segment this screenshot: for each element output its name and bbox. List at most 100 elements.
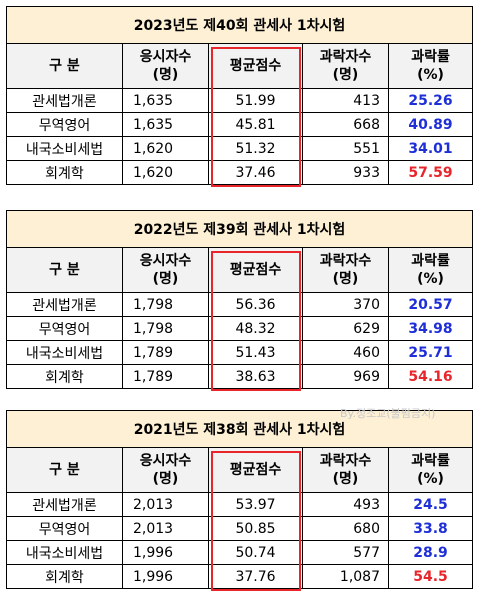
fail-rate-cell: 34.01 bbox=[387, 136, 474, 161]
header-applicants: 응시자수 (명) bbox=[122, 447, 209, 493]
table-row: 무역영어 2,013 50.85 680 33.8 bbox=[6, 516, 474, 541]
table-row: 관세법개론 1,798 56.36 370 20.57 bbox=[6, 292, 474, 317]
table-row: 내국소비세법 1,620 51.32 551 34.01 bbox=[6, 136, 474, 161]
table-title: 2023년도 제40회 관세사 1차시험 bbox=[5, 6, 474, 44]
applicants-cell: 1,996 bbox=[122, 564, 209, 589]
header-failed-text: 과락자수 bbox=[319, 453, 372, 469]
subject-cell: 내국소비세법 bbox=[6, 540, 123, 565]
failed-count-cell: 668 bbox=[302, 112, 389, 137]
failed-count-cell: 1,087 bbox=[302, 564, 389, 589]
header-average: 평균점수 bbox=[208, 43, 303, 89]
header-fail-rate-text: 과락률 bbox=[411, 49, 450, 65]
subject-cell: 회계학 bbox=[6, 160, 123, 185]
header-failed-text: (명) bbox=[332, 67, 359, 83]
header-fail-rate: 과락률 (%) bbox=[387, 447, 474, 493]
failed-count-cell: 969 bbox=[302, 364, 389, 389]
fail-rate-cell: 34.98 bbox=[387, 316, 474, 341]
average-score-cell: 50.85 bbox=[208, 516, 303, 541]
header-average: 평균점수 bbox=[208, 447, 303, 493]
subject-cell: 무역영어 bbox=[6, 516, 123, 541]
header-average-text: 평균점수 bbox=[229, 462, 282, 478]
header-fail-rate-text: 과락률 bbox=[411, 453, 450, 469]
table-row: 관세법개론 2,013 53.97 493 24.5 bbox=[6, 492, 474, 517]
table-row: 무역영어 1,798 48.32 629 34.98 bbox=[6, 316, 474, 341]
header-average: 평균점수 bbox=[208, 247, 303, 293]
average-score-cell: 51.99 bbox=[208, 88, 303, 113]
header-applicants-text: 응시자수 bbox=[139, 49, 192, 65]
applicants-cell: 1,789 bbox=[122, 340, 209, 365]
header-category: 구 분 bbox=[6, 43, 123, 89]
watermark: By.정조교(불펌금지) bbox=[340, 407, 436, 420]
failed-count-cell: 370 bbox=[302, 292, 389, 317]
header-failed-text: (명) bbox=[332, 271, 359, 287]
table-row: 회계학 1,789 38.63 969 54.16 bbox=[6, 364, 474, 389]
average-score-cell: 56.36 bbox=[208, 292, 303, 317]
applicants-cell: 2,013 bbox=[122, 492, 209, 517]
header-applicants: 응시자수 (명) bbox=[122, 43, 209, 89]
fail-rate-cell: 54.5 bbox=[387, 564, 474, 589]
table-title: 2022년도 제39회 관세사 1차시험 bbox=[5, 210, 474, 248]
header-failed: 과락자수 (명) bbox=[302, 447, 389, 493]
average-score-cell: 51.43 bbox=[208, 340, 303, 365]
table-title: 2021년도 제38회 관세사 1차시험 bbox=[5, 410, 474, 448]
subject-cell: 관세법개론 bbox=[6, 292, 123, 317]
header-applicants-text: (명) bbox=[152, 471, 179, 487]
applicants-cell: 1,620 bbox=[122, 160, 209, 185]
header-failed-text: (명) bbox=[332, 471, 359, 487]
failed-count-cell: 933 bbox=[302, 160, 389, 185]
header-category-text: 구 분 bbox=[49, 462, 80, 478]
header-fail-rate-text: (%) bbox=[417, 67, 444, 83]
fail-rate-cell: 28.9 bbox=[387, 540, 474, 565]
subject-cell: 무역영어 bbox=[6, 316, 123, 341]
table-row: 무역영어 1,635 45.81 668 40.89 bbox=[6, 112, 474, 137]
subject-cell: 내국소비세법 bbox=[6, 136, 123, 161]
applicants-cell: 1,996 bbox=[122, 540, 209, 565]
header-category-text: 구 분 bbox=[49, 262, 80, 278]
failed-count-cell: 493 bbox=[302, 492, 389, 517]
failed-count-cell: 629 bbox=[302, 316, 389, 341]
header-average-text: 평균점수 bbox=[229, 262, 282, 278]
average-score-cell: 48.32 bbox=[208, 316, 303, 341]
subject-cell: 관세법개론 bbox=[6, 492, 123, 517]
fail-rate-cell: 25.71 bbox=[387, 340, 474, 365]
table-row: 관세법개론 1,635 51.99 413 25.26 bbox=[6, 88, 474, 113]
average-score-cell: 45.81 bbox=[208, 112, 303, 137]
subject-cell: 관세법개론 bbox=[6, 88, 123, 113]
fail-rate-cell: 40.89 bbox=[387, 112, 474, 137]
fail-rate-cell: 33.8 bbox=[387, 516, 474, 541]
applicants-cell: 1,635 bbox=[122, 112, 209, 137]
header-applicants-text: (명) bbox=[152, 67, 179, 83]
header-failed-text: 과락자수 bbox=[319, 49, 372, 65]
header-average-text: 평균점수 bbox=[229, 58, 282, 74]
failed-count-cell: 551 bbox=[302, 136, 389, 161]
table-row: 회계학 1,620 37.46 933 57.59 bbox=[6, 160, 474, 185]
average-score-cell: 50.74 bbox=[208, 540, 303, 565]
fail-rate-cell: 24.5 bbox=[387, 492, 474, 517]
fail-rate-cell: 25.26 bbox=[387, 88, 474, 113]
header-applicants-text: (명) bbox=[152, 271, 179, 287]
header-category-text: 구 분 bbox=[49, 58, 80, 74]
header-fail-rate-text: 과락률 bbox=[411, 253, 450, 269]
failed-count-cell: 577 bbox=[302, 540, 389, 565]
applicants-cell: 1,798 bbox=[122, 316, 209, 341]
header-applicants-text: 응시자수 bbox=[139, 253, 192, 269]
fail-rate-cell: 54.16 bbox=[387, 364, 474, 389]
average-score-cell: 51.32 bbox=[208, 136, 303, 161]
applicants-cell: 1,620 bbox=[122, 136, 209, 161]
average-score-cell: 38.63 bbox=[208, 364, 303, 389]
header-category: 구 분 bbox=[6, 447, 123, 493]
average-score-cell: 37.76 bbox=[208, 564, 303, 589]
average-score-cell: 53.97 bbox=[208, 492, 303, 517]
table-row: 내국소비세법 1,789 51.43 460 25.71 bbox=[6, 340, 474, 365]
table-row: 내국소비세법 1,996 50.74 577 28.9 bbox=[6, 540, 474, 565]
failed-count-cell: 413 bbox=[302, 88, 389, 113]
header-fail-rate: 과락률 (%) bbox=[387, 247, 474, 293]
fail-rate-cell: 57.59 bbox=[387, 160, 474, 185]
header-applicants: 응시자수 (명) bbox=[122, 247, 209, 293]
applicants-cell: 2,013 bbox=[122, 516, 209, 541]
header-applicants-text: 응시자수 bbox=[139, 453, 192, 469]
header-failed-text: 과락자수 bbox=[319, 253, 372, 269]
